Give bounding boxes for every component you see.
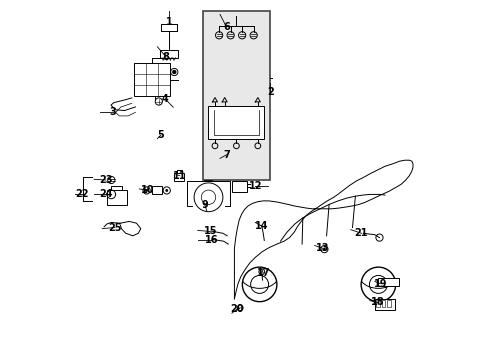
Text: 2: 2: [266, 87, 273, 97]
Text: 19: 19: [373, 279, 386, 289]
Text: 12: 12: [248, 181, 262, 192]
Text: 8: 8: [162, 52, 169, 62]
Text: 21: 21: [354, 228, 367, 238]
Circle shape: [172, 71, 175, 73]
Bar: [151, 186, 162, 194]
Circle shape: [145, 189, 148, 192]
Text: 13: 13: [316, 243, 329, 253]
Bar: [174, 173, 184, 181]
Text: 3: 3: [109, 107, 116, 117]
Circle shape: [165, 189, 168, 192]
Text: 14: 14: [255, 221, 268, 231]
Text: 15: 15: [203, 226, 217, 237]
Bar: [381, 300, 385, 307]
Bar: [386, 300, 390, 307]
Bar: [374, 299, 394, 310]
Text: 1: 1: [165, 17, 172, 27]
Text: 11: 11: [173, 171, 186, 181]
Text: 4: 4: [162, 94, 168, 104]
Text: 18: 18: [370, 297, 384, 307]
Text: 17: 17: [256, 268, 269, 278]
Text: 25: 25: [108, 222, 122, 233]
Text: 20: 20: [230, 304, 244, 314]
Text: 7: 7: [223, 150, 229, 160]
Bar: [160, 50, 178, 58]
Text: 24: 24: [99, 189, 112, 199]
Text: 10: 10: [140, 185, 154, 195]
Text: 5: 5: [157, 130, 164, 140]
Bar: [208, 106, 264, 139]
Bar: [231, 181, 246, 192]
Text: 9: 9: [201, 200, 208, 210]
Bar: [377, 278, 399, 286]
Bar: [203, 11, 269, 180]
Text: 22: 22: [76, 189, 89, 199]
Circle shape: [322, 248, 325, 251]
Bar: [375, 300, 379, 307]
Bar: [107, 190, 126, 205]
Bar: [133, 63, 169, 96]
Text: 23: 23: [99, 175, 112, 185]
Text: 6: 6: [223, 22, 229, 32]
Text: 16: 16: [204, 235, 218, 246]
